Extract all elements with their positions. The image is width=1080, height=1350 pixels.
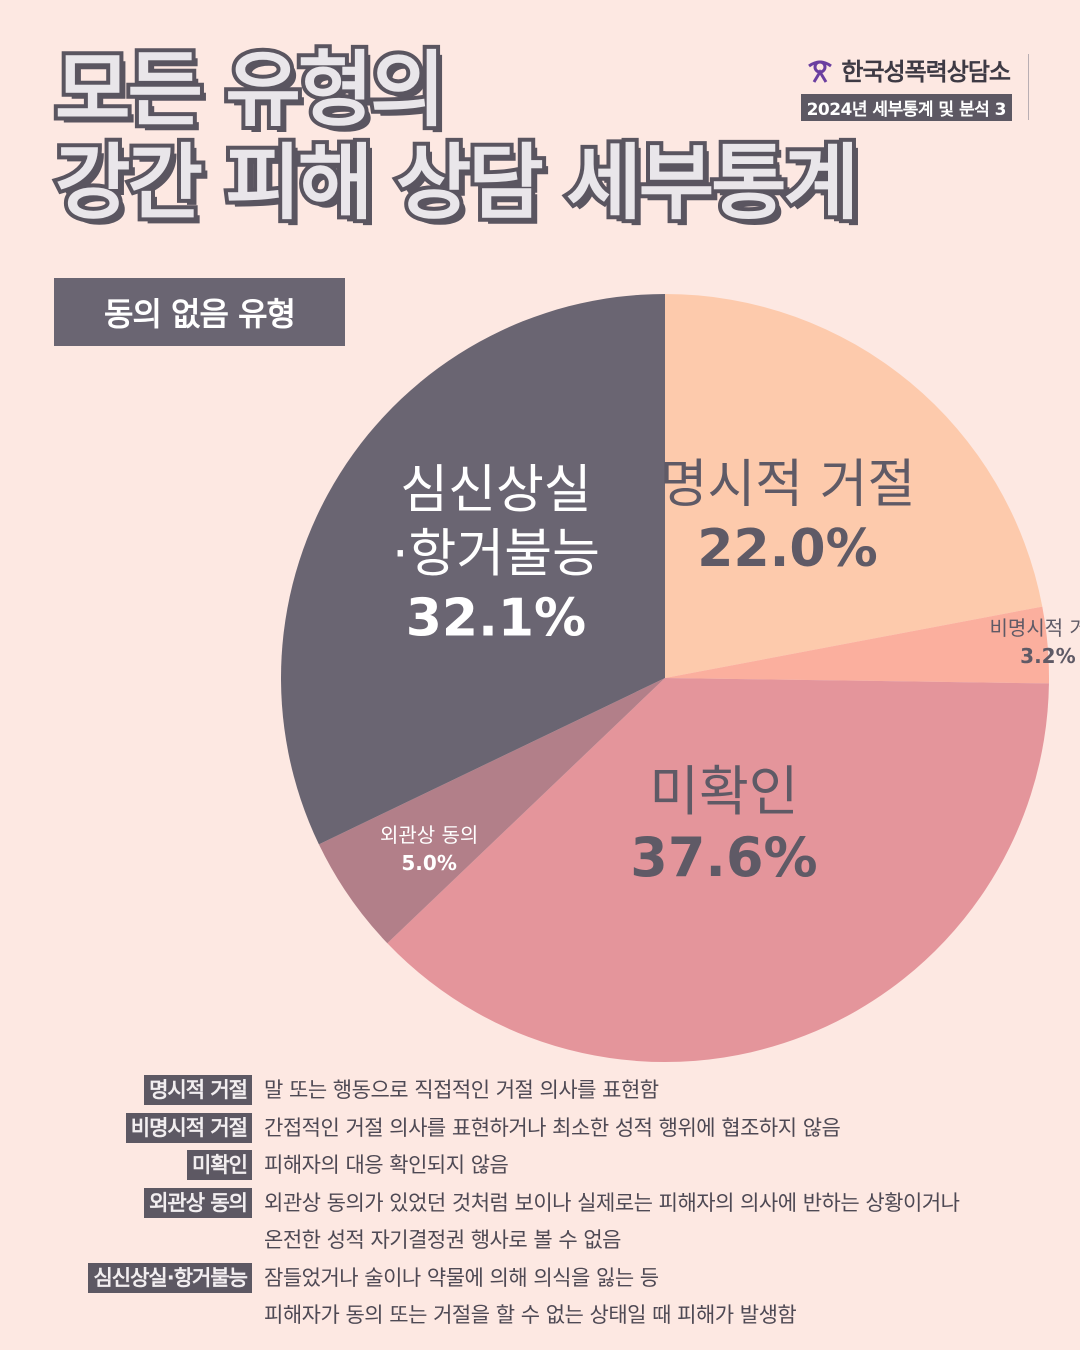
legend-row: 외관상 동의 외관상 동의가 있었던 것처럼 보이나 실제로는 피해자의 의사에 … — [0, 1187, 1080, 1224]
org-brand: 한국성폭력상담소 — [805, 52, 1011, 87]
org-subtitle: 2024년 세부통계 및 분석 3 — [800, 94, 1012, 121]
slice-name-label: 명시적 거절 — [660, 455, 916, 515]
pie-slice — [387, 678, 1049, 1063]
pie-slice — [665, 294, 1043, 678]
legend-row: 비명시적 거절 간접적인 거절 의사를 표현하거나 최소한 성적 행위에 협조하지… — [0, 1112, 1080, 1149]
slice-name-label: 심신상실 — [400, 461, 591, 521]
legend-row: 명시적 거절 말 또는 행동으로 직접적인 거절 의사를 표현함 — [0, 1075, 1080, 1111]
slice-name-label: 미확인 — [649, 760, 798, 823]
legend-row: 심신상실·항거불능 잠들었거나 술이나 약물에 의해 의식을 잃는 등 — [0, 1262, 1080, 1299]
legend-description: 잠들었거나 술이나 약물에 의해 의식을 잃는 등 — [264, 1265, 659, 1290]
legend-row: 미확인 피해자의 대응 확인되지 않음 — [0, 1150, 1080, 1186]
legend-description: 말 또는 행동으로 직접적인 거절 의사를 표현함 — [264, 1078, 659, 1102]
slice-name-label: 비명시적 거절 — [990, 616, 1080, 640]
legend-term: 심신상실·항거불능 — [88, 1262, 252, 1293]
legend-term: 명시적 거절 — [144, 1075, 252, 1105]
header-divider — [1028, 54, 1029, 120]
pie-slice — [280, 294, 665, 845]
legend-row: 피해자가 동의 또는 거절을 할 수 없는 상태일 때 피해가 발생함 — [0, 1300, 1080, 1336]
slice-name-label: ·항거불능 — [392, 525, 600, 585]
slice-value-label: 37.6% — [630, 826, 817, 889]
legend-description: 간접적인 거절 의사를 표현하거나 최소한 성적 행위에 협조하지 않음 — [264, 1115, 841, 1140]
legend-row: 온전한 성적 자기결정권 행사로 볼 수 없음 — [0, 1225, 1080, 1261]
legend-description: 온전한 성적 자기결정권 행사로 볼 수 없음 — [264, 1228, 622, 1252]
slice-value-label: 22.0% — [697, 519, 877, 579]
slice-name-label: 외관상 동의 — [380, 823, 478, 847]
legend-term: 미확인 — [187, 1150, 252, 1180]
org-name: 한국성폭력상담소 — [841, 58, 1011, 86]
page-title-line-2: 강간 피해 상담 세부통계 — [51, 136, 863, 231]
legend-description: 피해자가 동의 또는 거절을 할 수 없는 상태일 때 피해가 발생함 — [264, 1303, 797, 1327]
pie-slice — [318, 678, 665, 944]
legend-term: 외관상 동의 — [144, 1187, 252, 1218]
slice-value-label: 5.0% — [401, 851, 456, 875]
legend-description: 외관상 동의가 있었던 것처럼 보이나 실제로는 피해자의 의사에 반하는 상황… — [264, 1190, 960, 1215]
page-title-line-1: 모든 유형의 — [51, 43, 450, 138]
legend-term: 비명시적 거절 — [125, 1112, 252, 1143]
slice-value-label: 32.1% — [406, 589, 586, 649]
pie-slice — [665, 606, 1049, 684]
section-badge: 동의 없음 유형 — [54, 278, 345, 346]
slice-value-label: 3.2% — [1020, 644, 1075, 668]
legend-description: 피해자의 대응 확인되지 않음 — [264, 1153, 509, 1177]
org-logo-icon — [808, 60, 833, 83]
